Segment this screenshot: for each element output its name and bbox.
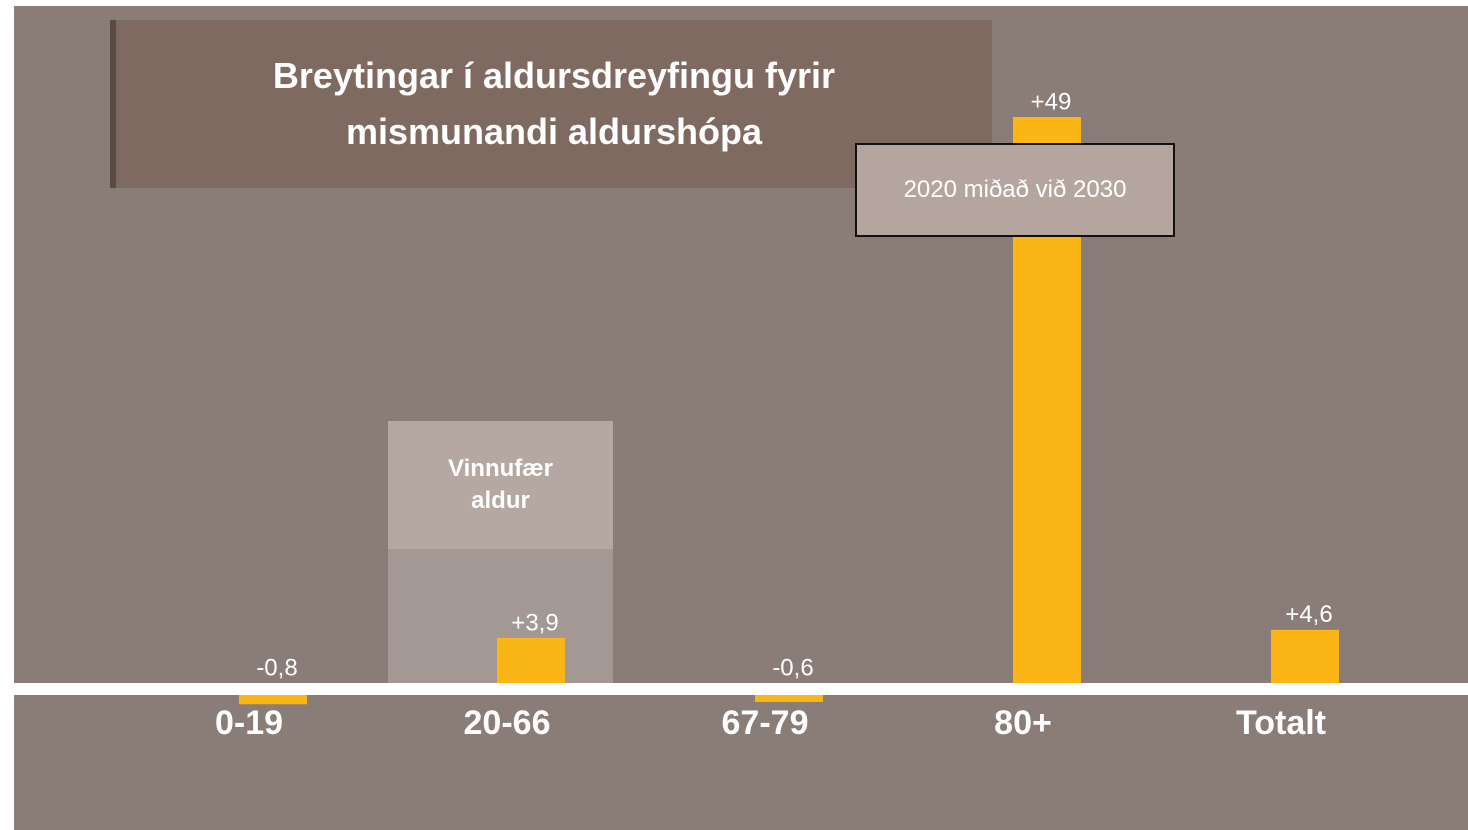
baseline	[14, 683, 1468, 695]
x-tick-label: 0-19	[215, 704, 283, 742]
value-label: +49	[1031, 88, 1072, 115]
x-tick-label: Totalt	[1236, 704, 1326, 742]
value-label: -0,6	[772, 654, 813, 681]
value-label: -0,8	[256, 654, 297, 681]
annotation: Vinnufær aldur	[388, 421, 613, 549]
chart-title: Breytingar í aldursdreyfingu fyrir mismu…	[110, 20, 992, 188]
bar	[1271, 629, 1339, 683]
value-label: +3,9	[511, 609, 558, 636]
bar	[755, 695, 823, 702]
bar	[497, 637, 565, 683]
bar	[239, 695, 307, 705]
x-tick-label: 67-79	[722, 704, 809, 742]
x-tick-label: 80+	[994, 704, 1052, 742]
subtitle: 2020 miðað við 2030	[855, 143, 1175, 237]
x-tick-label: 20-66	[464, 704, 551, 742]
labels: 0-19 -0,8 20-66 +3,9 67-79 -0,6 80+ +49 Totalt +4…	[215, 88, 1333, 742]
value-label: +4,6	[1285, 601, 1332, 628]
